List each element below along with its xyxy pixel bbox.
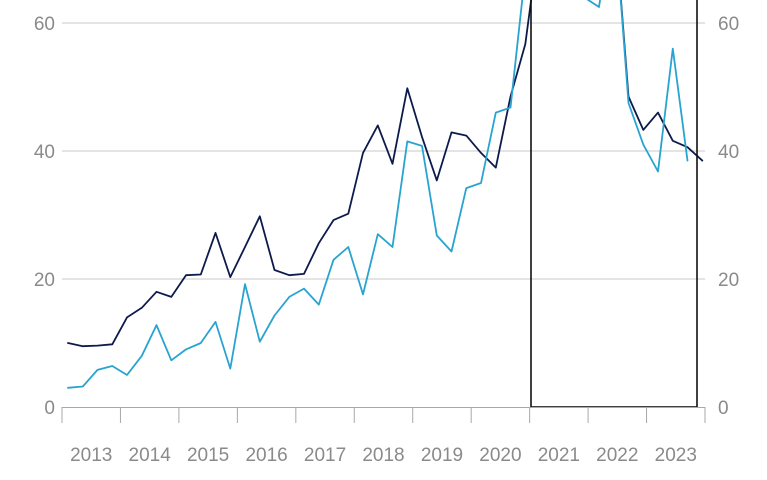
y-tick-right-40: 40 <box>718 142 739 163</box>
x-tick-label-2020: 2020 <box>479 445 521 466</box>
grid-lines <box>62 22 705 280</box>
y-tick-left-20: 20 <box>34 270 55 291</box>
x-tick-label-2023: 2023 <box>655 445 697 466</box>
x-tick-label-2014: 2014 <box>129 445 172 466</box>
y-axis-right-ticks: 0 20 40 60 <box>718 14 739 419</box>
x-axis-ticks: 2013 2014 2015 2016 2017 2018 2019 2020 2021 2022… <box>61 407 706 466</box>
y-tick-right-20: 20 <box>718 270 739 291</box>
y-tick-left-60: 60 <box>34 14 55 35</box>
series-lines <box>67 0 704 389</box>
y-tick-right-60: 60 <box>718 14 739 35</box>
x-tick-label-2022: 2022 <box>596 445 638 466</box>
x-tick-label-2016: 2016 <box>245 445 287 466</box>
x-tick-label-2021: 2021 <box>538 445 580 466</box>
x-tick-label-2018: 2018 <box>362 445 404 466</box>
x-tick-label-2019: 2019 <box>421 445 463 466</box>
series-line-2 <box>67 0 689 389</box>
x-tick-label-2015: 2015 <box>187 445 229 466</box>
series-line-1 <box>67 0 704 348</box>
y-axis-left-ticks: 0 20 40 60 <box>34 14 55 419</box>
y-tick-left-40: 40 <box>34 142 55 163</box>
x-tick-label-2013: 2013 <box>70 445 112 466</box>
y-tick-left-0: 0 <box>44 398 55 419</box>
y-tick-right-0: 0 <box>718 398 729 419</box>
x-tick-label-2017: 2017 <box>304 445 346 466</box>
